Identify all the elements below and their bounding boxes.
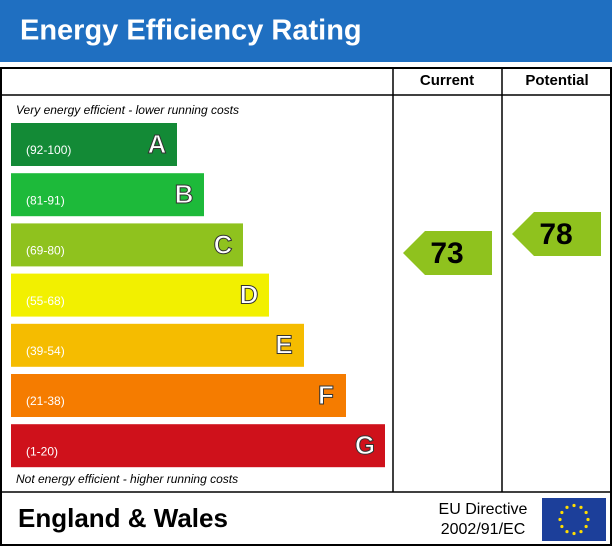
band-letter: A bbox=[148, 129, 167, 159]
band-letter: D bbox=[240, 279, 259, 309]
star bbox=[572, 531, 576, 536]
band-letter: B bbox=[175, 179, 194, 209]
band bbox=[11, 123, 177, 166]
rating-value: 78 bbox=[539, 218, 572, 251]
header-bar bbox=[0, 0, 612, 62]
band-range: (1-20) bbox=[26, 444, 58, 458]
band-range: (92-100) bbox=[26, 143, 71, 157]
note: Not energy efficient - higher running co… bbox=[16, 472, 238, 486]
band bbox=[11, 323, 304, 367]
title: Energy Efficiency Rating bbox=[20, 15, 362, 47]
band-letter: G bbox=[355, 430, 375, 460]
rating-arrow bbox=[403, 231, 492, 275]
column-header: Current bbox=[420, 72, 474, 89]
band-letter: C bbox=[214, 229, 233, 259]
star bbox=[584, 510, 588, 515]
band-range: (21-38) bbox=[26, 394, 65, 408]
band-range: (81-91) bbox=[26, 193, 65, 207]
star bbox=[579, 505, 583, 509]
star bbox=[558, 517, 562, 522]
band bbox=[11, 273, 269, 317]
column-header: Potential bbox=[525, 72, 588, 89]
band-range: (69-80) bbox=[26, 244, 65, 258]
band-range: (55-68) bbox=[26, 294, 65, 308]
star bbox=[572, 503, 576, 508]
band-letter: E bbox=[275, 330, 292, 360]
directive: EU Directive bbox=[439, 501, 528, 518]
star bbox=[579, 530, 583, 534]
region: England & Wales bbox=[18, 503, 228, 533]
star bbox=[565, 530, 569, 534]
star bbox=[586, 517, 590, 522]
rating-arrow bbox=[512, 212, 601, 256]
band bbox=[11, 374, 346, 417]
directive: 2002/91/EC bbox=[441, 521, 526, 538]
star bbox=[565, 505, 569, 509]
band-range: (39-54) bbox=[26, 344, 65, 358]
band bbox=[11, 424, 385, 468]
band bbox=[11, 223, 243, 267]
star bbox=[560, 510, 564, 515]
star bbox=[584, 524, 588, 529]
band-letter: F bbox=[318, 380, 334, 410]
star bbox=[560, 524, 564, 529]
eu-stars bbox=[558, 503, 590, 536]
note: Very energy efficient - lower running co… bbox=[16, 103, 239, 117]
band bbox=[11, 173, 204, 217]
rating-value: 73 bbox=[430, 237, 463, 270]
